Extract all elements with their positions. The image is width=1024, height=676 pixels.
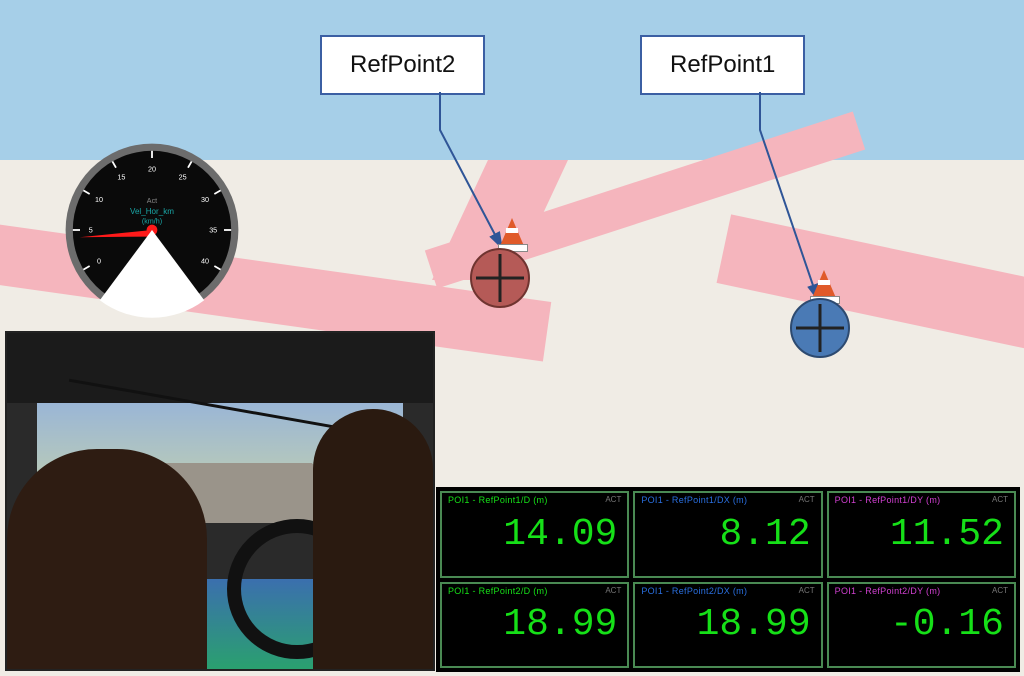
telemetry-header: POI1 - RefPoint1/DX (m) xyxy=(641,495,747,505)
label-text: RefPoint2 xyxy=(350,51,455,78)
refpoint2-marker xyxy=(470,248,530,308)
telemetry-header: POI1 - RefPoint2/DX (m) xyxy=(641,586,747,596)
svg-text:0: 0 xyxy=(97,256,101,265)
svg-text:30: 30 xyxy=(201,195,209,204)
telemetry-cell: POI1 - RefPoint1/DY (m) ACT 11.52 xyxy=(827,491,1016,578)
telemetry-cell: POI1 - RefPoint2/D (m) ACT 18.99 xyxy=(440,582,629,669)
svg-text:35: 35 xyxy=(209,226,217,235)
svg-text:25: 25 xyxy=(179,173,187,182)
gauge-unit: (km/h) xyxy=(142,217,162,226)
telemetry-value: 11.52 xyxy=(890,513,1004,556)
telemetry-header: POI1 - RefPoint1/DY (m) xyxy=(835,495,941,505)
speed-gauge: 0 5 10 15 20 25 30 35 40 Act Vel_Hor_km (km/h) xyxy=(62,140,242,320)
refpoint2-cone xyxy=(500,218,524,246)
telemetry-act-label: ACT xyxy=(605,495,621,504)
gauge-subtitle: Vel_Hor_km xyxy=(130,207,174,216)
telemetry-act-label: ACT xyxy=(992,495,1008,504)
telemetry-value: 18.99 xyxy=(503,603,617,646)
telemetry-act-label: ACT xyxy=(605,586,621,595)
telemetry-cell: POI1 - RefPoint2/DY (m) ACT -0.16 xyxy=(827,582,1016,669)
refpoint1-cone xyxy=(812,270,836,298)
telemetry-cell: POI1 - RefPoint2/DX (m) ACT 18.99 xyxy=(633,582,822,669)
telemetry-cell: POI1 - RefPoint1/D (m) ACT 14.09 xyxy=(440,491,629,578)
svg-text:20: 20 xyxy=(148,165,156,174)
camera-feed xyxy=(5,331,435,671)
telemetry-cell: POI1 - RefPoint1/DX (m) ACT 8.12 xyxy=(633,491,822,578)
refpoint2-label: RefPoint2 xyxy=(320,35,485,95)
telemetry-act-label: ACT xyxy=(992,586,1008,595)
telemetry-value: 14.09 xyxy=(503,513,617,556)
refpoint1-label: RefPoint1 xyxy=(640,35,805,95)
svg-text:5: 5 xyxy=(89,226,93,235)
telemetry-header: POI1 - RefPoint1/D (m) xyxy=(448,495,548,505)
sky-region xyxy=(0,0,1024,160)
svg-text:15: 15 xyxy=(117,173,125,182)
telemetry-act-label: ACT xyxy=(799,586,815,595)
telemetry-act-label: ACT xyxy=(799,495,815,504)
gauge-title: Act xyxy=(147,196,157,205)
telemetry-value: 8.12 xyxy=(719,513,810,556)
telemetry-value: 18.99 xyxy=(697,603,811,646)
refpoint1-marker xyxy=(790,298,850,358)
telemetry-panel: POI1 - RefPoint1/D (m)ACT14.09POI1 - Ref… xyxy=(436,487,1020,672)
svg-text:40: 40 xyxy=(201,256,209,265)
telemetry-header: POI1 - RefPoint2/DY (m) xyxy=(835,586,941,596)
label-text: RefPoint1 xyxy=(670,51,775,78)
telemetry-value: -0.16 xyxy=(890,603,1004,646)
svg-text:10: 10 xyxy=(95,195,103,204)
telemetry-header: POI1 - RefPoint2/D (m) xyxy=(448,586,548,596)
